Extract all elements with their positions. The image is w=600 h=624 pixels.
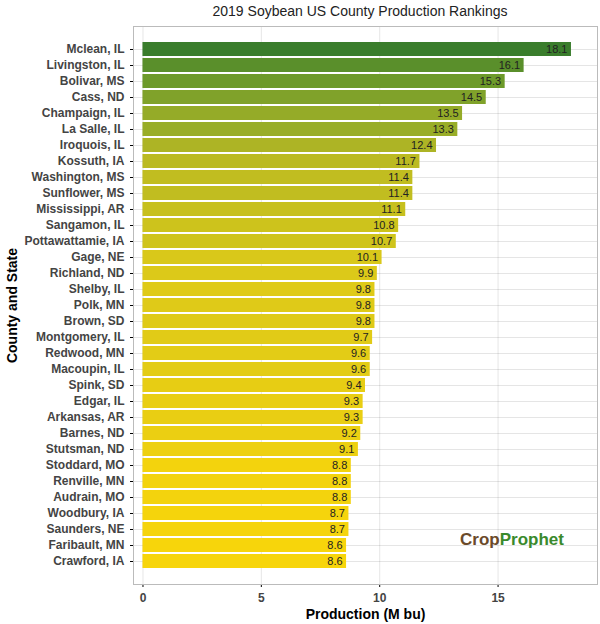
svg-text:11.4: 11.4 (388, 187, 409, 199)
svg-text:Montgomery, IL: Montgomery, IL (36, 330, 124, 344)
svg-text:15: 15 (491, 591, 505, 605)
svg-text:15.3: 15.3 (480, 75, 501, 87)
svg-text:Bolivar, MS: Bolivar, MS (60, 74, 125, 88)
svg-text:9.3: 9.3 (344, 395, 359, 407)
svg-text:12.4: 12.4 (411, 139, 432, 151)
svg-text:Sunflower, MS: Sunflower, MS (42, 186, 124, 200)
svg-text:10.8: 10.8 (373, 219, 394, 231)
svg-text:Barnes, ND: Barnes, ND (60, 426, 125, 440)
svg-text:8.6: 8.6 (327, 539, 342, 551)
svg-text:Macoupin, IL: Macoupin, IL (51, 362, 124, 376)
svg-text:Livingston, IL: Livingston, IL (47, 58, 125, 72)
svg-text:9.1: 9.1 (339, 443, 354, 455)
svg-text:Mississippi, AR: Mississippi, AR (36, 202, 125, 216)
svg-text:Gage, NE: Gage, NE (71, 250, 124, 264)
svg-text:La Salle, IL: La Salle, IL (62, 122, 125, 136)
svg-text:Pottawattamie, IA: Pottawattamie, IA (24, 234, 124, 248)
svg-text:Production (M bu): Production (M bu) (306, 606, 426, 622)
svg-text:9.8: 9.8 (356, 299, 371, 311)
svg-text:9.3: 9.3 (344, 411, 359, 423)
svg-text:8.8: 8.8 (332, 459, 347, 471)
svg-text:Champaign, IL: Champaign, IL (42, 106, 125, 120)
svg-text:13.5: 13.5 (437, 107, 458, 119)
svg-text:Polk, MN: Polk, MN (74, 298, 125, 312)
svg-text:Arkansas, AR: Arkansas, AR (47, 410, 125, 424)
svg-text:Stutsman, ND: Stutsman, ND (46, 442, 125, 456)
svg-text:Woodbury, IA: Woodbury, IA (48, 506, 125, 520)
svg-text:11.4: 11.4 (388, 171, 409, 183)
svg-text:Shelby, IL: Shelby, IL (69, 282, 125, 296)
svg-text:16.1: 16.1 (499, 59, 520, 71)
svg-text:Faribault, MN: Faribault, MN (48, 538, 124, 552)
svg-text:Mclean, IL: Mclean, IL (66, 42, 124, 56)
svg-text:11.1: 11.1 (381, 203, 402, 215)
svg-text:9.6: 9.6 (351, 347, 366, 359)
svg-text:Redwood, MN: Redwood, MN (45, 346, 124, 360)
svg-text:County and State: County and State (4, 248, 20, 363)
svg-text:8.6: 8.6 (327, 555, 342, 567)
svg-text:Washington, MS: Washington, MS (32, 170, 125, 184)
svg-text:9.2: 9.2 (341, 427, 356, 439)
svg-text:Sangamon, IL: Sangamon, IL (46, 218, 125, 232)
svg-text:Cass, ND: Cass, ND (72, 90, 125, 104)
svg-text:9.7: 9.7 (353, 331, 368, 343)
svg-text:Renville, MN: Renville, MN (53, 474, 124, 488)
svg-text:9.9: 9.9 (358, 267, 373, 279)
svg-text:10.1: 10.1 (357, 251, 378, 263)
html-text:2019 Soybean US County Product: 2019 Soybean US County Production Rankin… (212, 3, 508, 19)
svg-text:9.8: 9.8 (356, 283, 371, 295)
svg-text:8.7: 8.7 (330, 507, 345, 519)
svg-text:8.8: 8.8 (332, 491, 347, 503)
svg-text:Spink, SD: Spink, SD (68, 378, 124, 392)
svg-text:Stoddard, MO: Stoddard, MO (46, 458, 125, 472)
svg-text:10: 10 (373, 591, 387, 605)
svg-text:13.3: 13.3 (432, 123, 453, 135)
svg-text:8.7: 8.7 (330, 523, 345, 535)
svg-text:9.4: 9.4 (346, 379, 361, 391)
svg-text:0: 0 (140, 591, 147, 605)
svg-text:14.5: 14.5 (461, 91, 482, 103)
svg-text:18.1: 18.1 (546, 43, 567, 55)
svg-text:Brown, SD: Brown, SD (64, 314, 125, 328)
svg-text:Richland, ND: Richland, ND (50, 266, 125, 280)
svg-text:8.8: 8.8 (332, 475, 347, 487)
svg-text:10.7: 10.7 (371, 235, 392, 247)
html-text:Crop Prophet: Crop Prophet (460, 530, 564, 549)
svg-text:11.7: 11.7 (395, 155, 416, 167)
svg-text:Edgar, IL: Edgar, IL (74, 394, 125, 408)
svg-text:Saunders, NE: Saunders, NE (46, 522, 124, 536)
svg-text:9.6: 9.6 (351, 363, 366, 375)
svg-text:Crawford, IA: Crawford, IA (53, 554, 125, 568)
svg-text:Audrain, MO: Audrain, MO (53, 490, 124, 504)
svg-text:9.8: 9.8 (356, 315, 371, 327)
svg-text:Iroquois, IL: Iroquois, IL (60, 138, 125, 152)
svg-text:Kossuth, IA: Kossuth, IA (58, 154, 125, 168)
svg-text:5: 5 (258, 591, 265, 605)
